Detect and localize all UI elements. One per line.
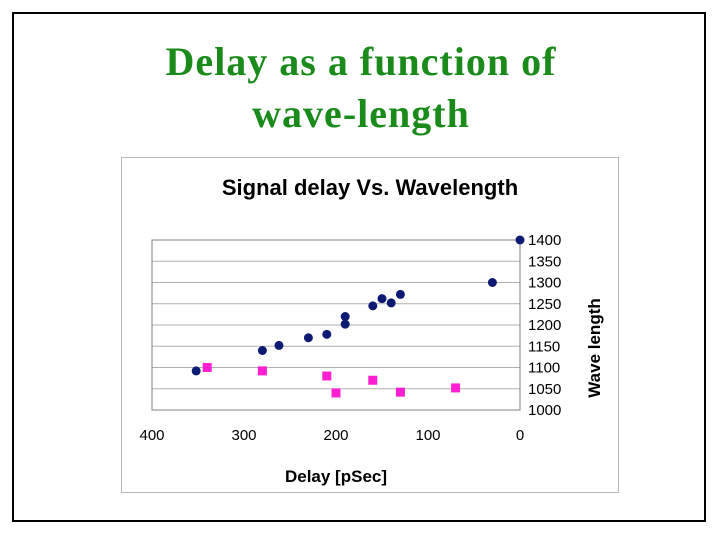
y-tick-label: 1000	[528, 402, 561, 419]
scatter-chart: Signal delay Vs. Wavelength 400 300 200 100…	[139, 175, 604, 486]
data-point-square	[202, 363, 212, 372]
plot-area-border	[151, 239, 521, 411]
y-axis-label: Wave length	[585, 298, 604, 398]
x-tick-label: 200	[323, 427, 348, 444]
data-point-circle	[303, 333, 313, 343]
y-tick-label: 1200	[528, 317, 561, 334]
data-point-square	[331, 388, 341, 398]
y-tick-label: 1250	[528, 296, 561, 313]
data-point-circle	[377, 294, 387, 304]
x-tick-label: 300	[231, 427, 256, 444]
data-point-circle	[257, 346, 267, 355]
chart-title: Signal delay Vs. Wavelength	[222, 175, 518, 200]
data-point-circle	[487, 278, 497, 287]
slide: Delay as a function of wave-length Signa…	[12, 12, 706, 522]
x-tick-label: 0	[516, 427, 524, 444]
y-tick-label: 1300	[528, 275, 561, 292]
slide-title: Delay as a function of wave-length	[14, 36, 708, 140]
x-axis-label: Delay [pSec]	[285, 467, 387, 486]
slide-title-line-1: Delay as a function of	[165, 39, 557, 84]
data-point-circle	[322, 329, 332, 339]
chart-frame: Signal delay Vs. Wavelength 400 300 200 100…	[121, 157, 619, 493]
data-point-circle	[274, 340, 284, 350]
data-point-circle	[386, 298, 396, 308]
data-point-circle	[368, 301, 378, 311]
data-point-circle	[191, 366, 201, 376]
y-tick-label: 1100	[528, 360, 560, 377]
data-point-square	[257, 366, 267, 376]
slide-title-line-2: wave-length	[252, 91, 470, 136]
y-tick-label: 1150	[528, 338, 560, 355]
y-tick-label: 1050	[528, 381, 561, 398]
data-point-square	[395, 387, 405, 397]
data-points	[191, 235, 525, 398]
data-point-circle	[395, 289, 405, 299]
data-point-square	[368, 375, 378, 385]
x-tick-label: 400	[139, 427, 164, 444]
data-point-square	[322, 371, 332, 381]
y-tick-label: 1350	[528, 253, 561, 270]
data-point-circle	[515, 235, 525, 245]
y-tick-labels: 1000 1050 1100 1150 1200 1250 1300 1350 1400	[528, 232, 561, 419]
y-tick-label: 1400	[528, 232, 561, 249]
data-point-circle	[340, 319, 350, 329]
data-point-circle	[340, 312, 350, 321]
gridlines	[152, 239, 520, 411]
data-point-square	[451, 383, 461, 393]
x-tick-label: 100	[415, 427, 440, 444]
x-tick-labels: 400 300 200 100 0	[139, 427, 524, 444]
